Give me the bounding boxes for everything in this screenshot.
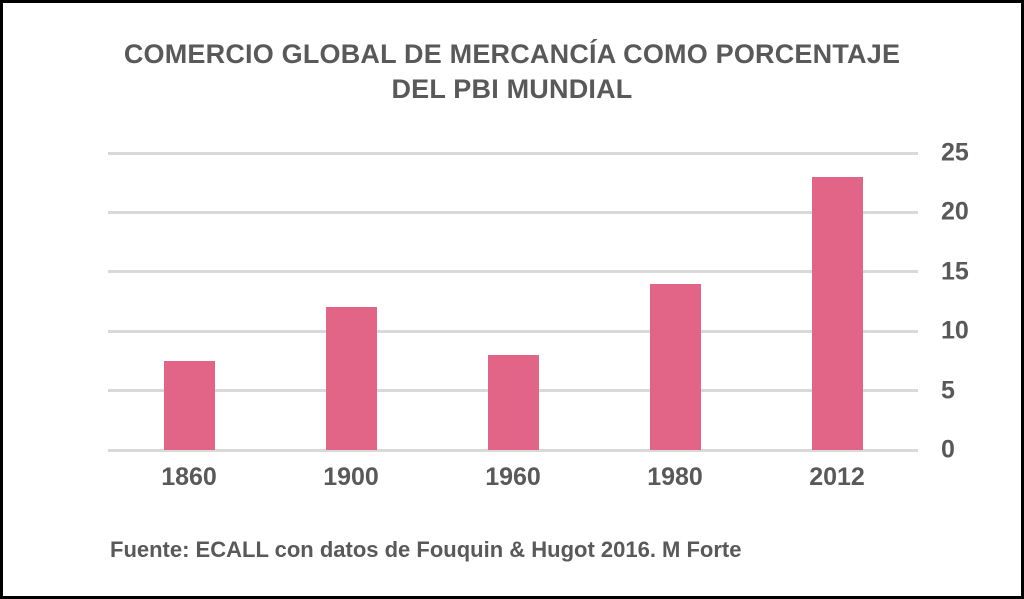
x-axis-tick-label: 1980 [647,463,703,491]
y-axis: 0 5 10 15 20 25 [941,140,1011,462]
y-axis-tick-label: 15 [941,257,969,286]
y-axis-tick-label: 5 [941,376,955,405]
gridline [108,151,918,155]
chart-title-line2: DEL PBI MUNDIAL [391,74,633,104]
plot-area [108,151,918,452]
x-axis-tick-label: 1860 [161,463,217,491]
x-axis: 1860 1900 1960 1980 2012 [108,463,918,497]
gridline [108,210,918,214]
x-axis-tick-label: 2012 [809,463,865,491]
x-axis-tick-label: 1900 [323,463,379,491]
bar-1980 [649,283,701,450]
y-axis-tick-label: 10 [941,316,969,345]
x-axis-tick-label: 1960 [485,463,541,491]
gridline [108,448,918,452]
y-axis-tick-label: 0 [941,435,955,464]
chart-title-line1: COMERCIO GLOBAL DE MERCANCÍA COMO PORCEN… [123,39,901,69]
chart-title: COMERCIO GLOBAL DE MERCANCÍA COMO PORCEN… [3,37,1021,107]
bar-1960 [487,354,539,450]
gridline [108,329,918,333]
source-note: Fuente: ECALL con datos de Fouquin & Hug… [110,537,742,562]
bar-2012 [811,176,863,450]
bar-1900 [325,307,377,450]
y-axis-tick-label: 20 [941,197,969,226]
bar-1860 [163,360,215,450]
gridline [108,270,918,274]
y-axis-tick-label: 25 [941,138,969,167]
